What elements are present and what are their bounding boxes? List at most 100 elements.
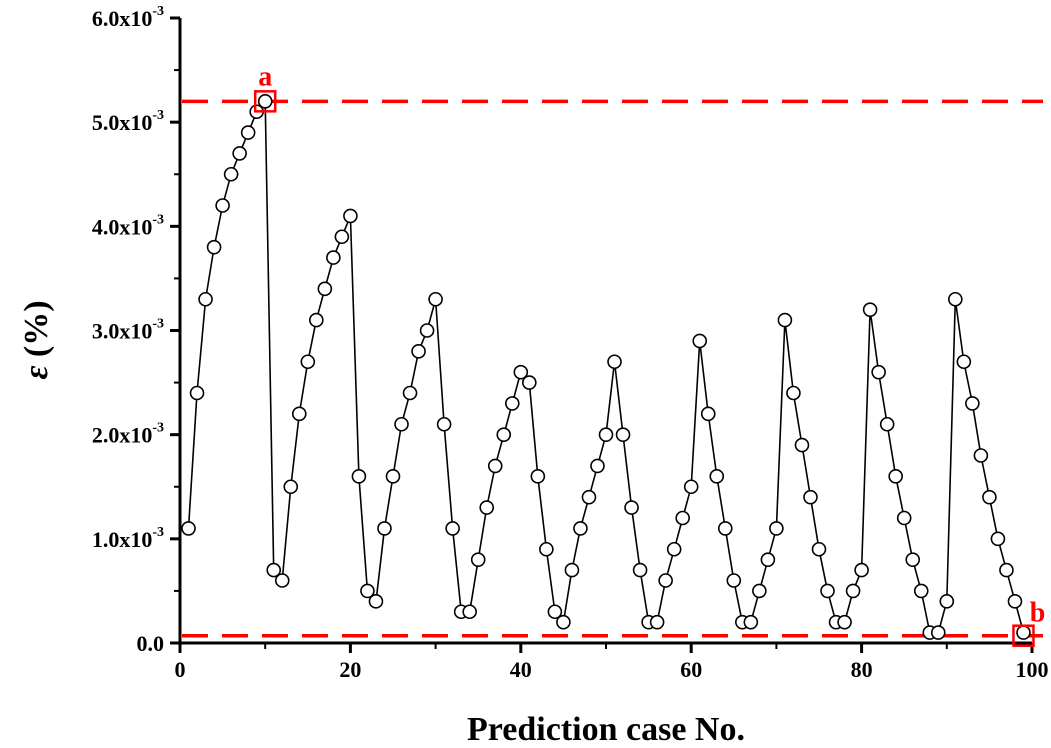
y-tick-label: 5.0x10-3	[92, 108, 164, 135]
y-tick-label: 1.0x10-3	[92, 525, 164, 552]
data-point	[462, 604, 477, 620]
data-point	[939, 594, 955, 609]
data-point	[752, 583, 767, 599]
data-point	[223, 166, 239, 182]
data-point	[181, 521, 196, 536]
data-point	[794, 437, 810, 453]
y-tick-label: 0.0	[137, 631, 165, 656]
data-point	[334, 229, 350, 245]
series-line	[187, 99, 1025, 634]
data-point	[624, 500, 639, 515]
data-point	[385, 469, 401, 484]
data-point	[530, 469, 546, 484]
data-point	[487, 458, 503, 474]
data-point	[189, 385, 205, 401]
axes-layer	[178, 18, 1032, 645]
data-point	[513, 364, 529, 380]
data-point	[240, 125, 256, 140]
data-point	[291, 406, 307, 422]
data-point	[309, 312, 324, 328]
data-point	[965, 396, 980, 411]
data-point	[913, 583, 929, 599]
data-point	[274, 573, 290, 588]
data-point	[837, 614, 852, 630]
data-point	[326, 250, 341, 265]
data-point	[879, 416, 895, 432]
x-axis-title: Prediction case No.	[467, 711, 745, 748]
annotation-label-b: b	[1030, 598, 1046, 629]
data-point	[777, 312, 793, 328]
data-point	[232, 146, 247, 161]
annotation-box-b	[1012, 624, 1035, 647]
data-point	[862, 302, 878, 317]
data-point	[215, 198, 230, 213]
data-point	[470, 552, 486, 567]
data-point	[436, 416, 452, 432]
data-point	[786, 385, 801, 401]
data-point	[368, 594, 384, 609]
x-tick-label: 40	[510, 657, 532, 682]
data-point	[999, 562, 1014, 578]
data-point	[394, 416, 409, 432]
data-point	[573, 521, 588, 536]
data-point	[709, 469, 725, 484]
data-point	[266, 562, 282, 578]
data-point	[973, 448, 989, 463]
data-point	[717, 521, 733, 536]
x-tick-label: 100	[1016, 657, 1049, 682]
data-point	[1007, 594, 1023, 609]
data-point	[556, 614, 571, 630]
x-tick-label: 0	[175, 657, 186, 682]
data-point	[257, 94, 273, 109]
annotation-label-a: a	[258, 61, 272, 92]
data-point	[317, 281, 333, 297]
data-point	[896, 510, 912, 526]
data-point	[1016, 625, 1031, 640]
data-point	[726, 573, 742, 588]
data-point	[888, 469, 903, 484]
data-point	[351, 469, 367, 484]
data-point	[411, 344, 426, 359]
data-point	[607, 354, 622, 370]
data-point	[948, 291, 963, 307]
data-point	[539, 541, 554, 557]
reference-lines-layer	[182, 99, 1043, 638]
y-tick-label: 2.0x10-3	[92, 421, 164, 448]
x-tick-label: 60	[680, 657, 702, 682]
data-point	[300, 354, 316, 370]
data-point	[522, 375, 537, 390]
data-point	[360, 583, 375, 599]
data-point	[760, 552, 776, 567]
data-point	[769, 521, 784, 536]
data-point	[820, 583, 835, 599]
data-point	[479, 500, 495, 515]
data-point	[504, 396, 520, 411]
data-point	[743, 614, 759, 630]
data-point	[658, 573, 673, 588]
data-point	[496, 427, 512, 442]
data-point	[419, 323, 435, 338]
data-point	[700, 406, 716, 422]
data-point	[632, 562, 648, 578]
y-axis-title: ε (%)	[18, 300, 55, 379]
data-point	[581, 489, 597, 505]
data-point	[343, 208, 358, 224]
y-axis-title-unit: (%)	[18, 300, 55, 365]
data-point	[564, 562, 580, 578]
y-tick-label: 4.0x10-3	[92, 212, 164, 239]
data-point	[803, 489, 818, 505]
series-layer	[181, 94, 1031, 640]
data-point	[402, 385, 418, 401]
annotation-box-a	[253, 90, 277, 113]
data-point	[692, 333, 708, 349]
data-point	[283, 479, 299, 495]
data-point	[598, 427, 614, 442]
data-point	[590, 458, 605, 474]
data-point	[982, 489, 997, 505]
data-point	[666, 541, 682, 557]
y-tick-label: 6.0x10-3	[92, 4, 164, 31]
y-axis-title-symbol: ε	[18, 366, 55, 380]
data-point	[615, 427, 631, 442]
x-tick-label: 20	[339, 657, 361, 682]
